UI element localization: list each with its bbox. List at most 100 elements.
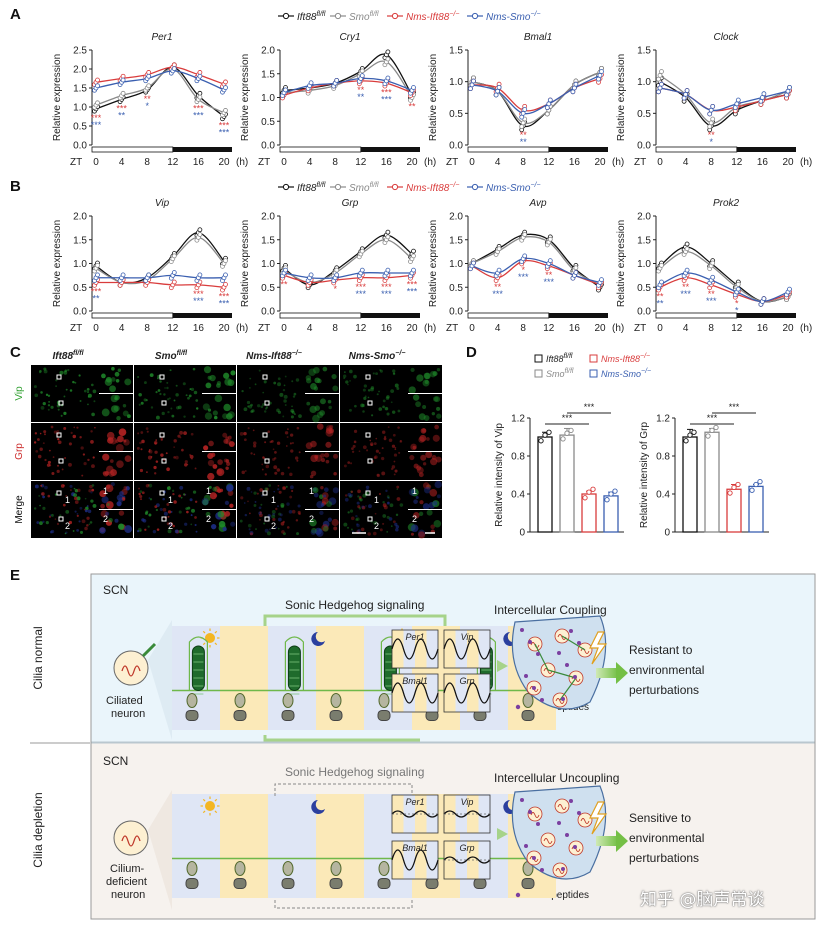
micro-speckle: [92, 503, 97, 508]
y-tick-label: 0.8: [511, 452, 525, 463]
inset-speckle: [219, 488, 224, 493]
zoom-cone: [148, 620, 172, 740]
micro-speckle: [88, 489, 92, 493]
micro-speckle: [39, 504, 41, 507]
micro-speckle: [264, 528, 269, 533]
data-point: [334, 272, 340, 278]
micro-speckle: [267, 531, 271, 536]
data-point: [732, 105, 738, 111]
x-tick-label: 4: [307, 323, 313, 334]
hour-unit-label: (h): [612, 323, 624, 334]
inset-speckle: [106, 503, 110, 507]
inset-number: 1: [206, 486, 211, 496]
micro-speckle: [69, 389, 73, 392]
inset-speckle: [121, 497, 126, 501]
micro-speckle: [262, 456, 265, 459]
inset-speckle: [425, 451, 433, 459]
roi-box: [365, 490, 371, 496]
inset-speckle: [203, 366, 212, 374]
sig-stars-red: *: [521, 265, 525, 275]
inset-speckle: [434, 480, 442, 489]
micro-speckle: [298, 414, 302, 418]
micro-speckle: [253, 444, 257, 448]
legend-swatch: [534, 369, 543, 378]
mini-label: Bmal1: [402, 843, 428, 853]
mini-wave: [443, 810, 491, 818]
micro-speckle: [382, 399, 386, 403]
micro-speckle: [167, 410, 170, 414]
micro-speckle: [92, 389, 97, 394]
inset-speckle: [424, 380, 429, 385]
micro-speckle: [392, 369, 396, 373]
legend-label: Ift88fl/fl: [297, 182, 326, 194]
micro-speckle: [352, 530, 354, 533]
micro-speckle: [170, 407, 173, 410]
data-point: [223, 85, 228, 91]
inset-speckle: [431, 412, 436, 416]
micro-speckle: [74, 510, 77, 513]
sig-stars-blue: *: [709, 137, 713, 147]
inset-speckle: [228, 441, 235, 448]
legend-label: Nms-Ift88−/−: [406, 182, 459, 194]
dark-phase-bar: [548, 313, 608, 318]
micro-speckle: [368, 504, 372, 509]
micro-speckle: [361, 505, 366, 510]
x-tick-label: 4: [119, 323, 125, 334]
micro-speckle: [139, 529, 142, 532]
micro-speckle: [76, 512, 79, 515]
micro-speckle: [139, 494, 143, 499]
micrograph-vip: [340, 365, 442, 422]
data-point: [657, 72, 663, 78]
data-point: [710, 116, 716, 122]
bar-point: [560, 436, 566, 442]
micro-speckle: [391, 444, 396, 448]
inset-speckle: [116, 416, 121, 421]
inset-speckle: [424, 486, 431, 494]
micro-speckle: [194, 516, 197, 519]
micro-speckle: [190, 514, 193, 517]
micro-speckle: [42, 520, 45, 524]
x-tick-label: 0: [93, 323, 99, 334]
micro-speckle: [293, 413, 296, 416]
inset-speckle: [115, 444, 124, 452]
inset-speckle: [322, 520, 330, 528]
micro-speckle: [268, 484, 272, 487]
inset-speckle: [104, 471, 110, 476]
inset-speckle: [217, 459, 223, 465]
inset-speckle: [420, 454, 427, 461]
micro-speckle: [155, 508, 159, 512]
micro-speckle: [47, 408, 50, 411]
micro-speckle: [277, 382, 281, 387]
inset-speckle: [331, 518, 339, 527]
micro-speckle: [277, 377, 281, 381]
legend-label: Nms-Smo−/−: [601, 368, 651, 379]
chart-title: Avp: [528, 198, 546, 209]
zt-label: ZT: [446, 157, 458, 168]
neuron-body: [113, 650, 149, 686]
data-point: [785, 88, 791, 94]
micro-speckle: [372, 531, 377, 536]
sun-ray: [214, 798, 218, 802]
micro-speckle: [153, 440, 158, 445]
gene-panel-bmal1: Bmal1: [391, 673, 439, 713]
micro-speckle: [74, 381, 77, 384]
roi-number: 2: [65, 521, 70, 531]
effector-icon: [185, 877, 199, 889]
micro-speckle: [272, 458, 275, 461]
neuropeptide-legend-dot: [515, 892, 521, 898]
micro-speckle: [243, 431, 247, 436]
inset-speckle: [425, 484, 432, 490]
micro-speckle: [378, 492, 382, 496]
inset-speckle: [125, 486, 130, 491]
x-tick-label: 4: [683, 157, 689, 168]
mini-band: [444, 630, 456, 668]
micro-speckle: [395, 525, 400, 529]
legend-label: Smofl/fl: [546, 368, 574, 379]
data-point: [334, 78, 340, 83]
inset-number: 2: [309, 514, 314, 524]
micro-speckle: [274, 471, 278, 475]
micro-speckle: [169, 523, 172, 526]
y-tick-label: 0.0: [449, 141, 463, 152]
y-tick-label: 0.5: [73, 283, 87, 294]
roi-box: [262, 432, 268, 438]
